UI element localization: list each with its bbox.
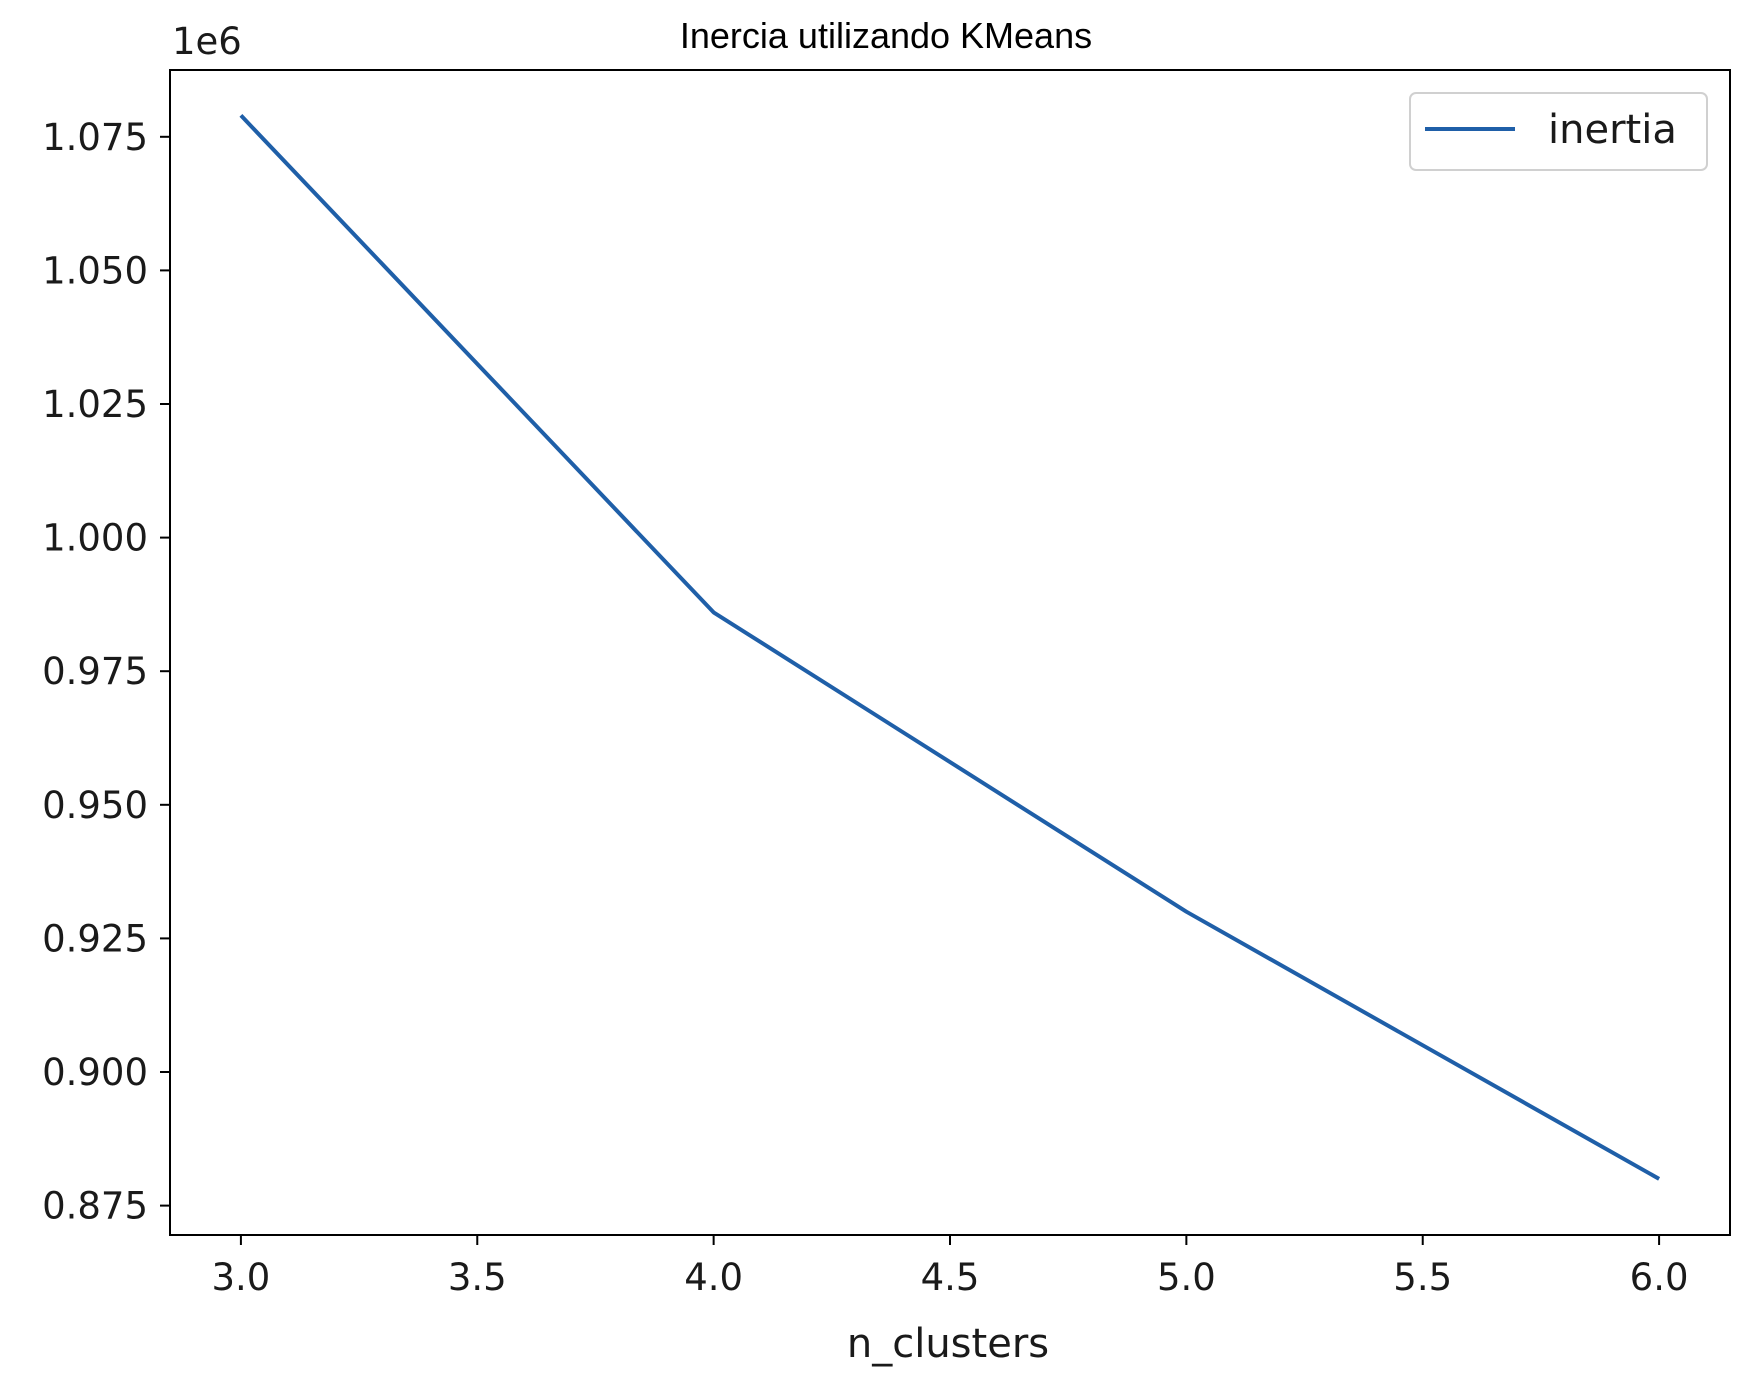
x-tick-label: 3.0 xyxy=(211,1256,270,1299)
y-tick-label: 1.075 xyxy=(42,116,148,159)
x-tick-label: 5.0 xyxy=(1157,1256,1216,1299)
y-tick-label: 1.025 xyxy=(42,383,148,426)
x-tick-label: 3.5 xyxy=(448,1256,507,1299)
series-layer xyxy=(239,114,1661,1181)
y-tick-label: 0.950 xyxy=(42,784,148,827)
y-tick-label: 0.975 xyxy=(42,650,148,693)
legend: inertia xyxy=(1409,92,1708,171)
y-tick-label: 1.000 xyxy=(42,517,148,560)
y-tick-label: 0.925 xyxy=(42,917,148,960)
series-line-inertia xyxy=(239,114,1661,1181)
x-tick-label: 4.5 xyxy=(921,1256,980,1299)
chart-title: Inercia utilizando KMeans xyxy=(680,15,1092,56)
legend-label: inertia xyxy=(1548,107,1677,153)
y-axis-offset-label: 1e6 xyxy=(172,20,242,63)
y-axis: 0.875 0.900 0.925 0.950 0.975 1.000 1.025 1.050… xyxy=(42,116,170,1228)
x-axis-label: n_clusters xyxy=(847,1321,1049,1367)
plot-area xyxy=(169,69,1731,1236)
x-tick-label: 6.0 xyxy=(1630,1256,1689,1299)
y-tick-label: 0.875 xyxy=(42,1185,148,1228)
x-tick-label: 4.0 xyxy=(684,1256,743,1299)
x-tick-label: 5.5 xyxy=(1393,1256,1452,1299)
legend-box xyxy=(1409,92,1708,171)
x-axis: 3.0 3.5 4.0 4.5 5.0 5.5 6.0 xyxy=(211,1235,1689,1299)
y-tick-label: 1.050 xyxy=(42,249,148,292)
y-tick-label: 0.900 xyxy=(42,1051,148,1094)
